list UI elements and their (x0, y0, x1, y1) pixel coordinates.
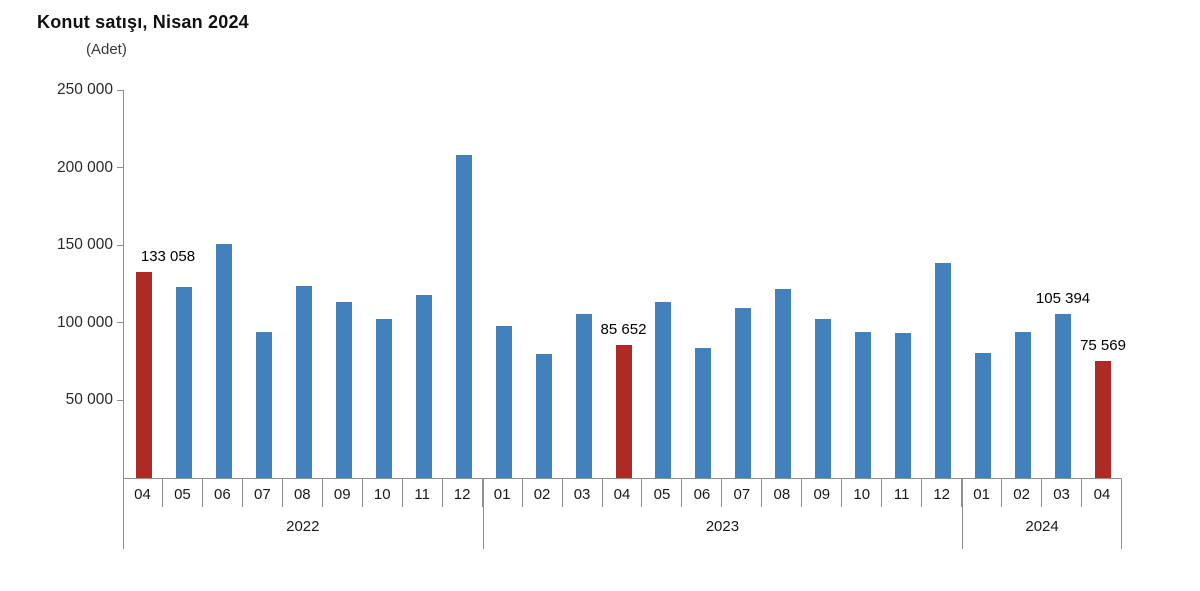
month-cell-2023-05: 05 (642, 479, 683, 507)
month-cell-2023-04: 04 (603, 479, 643, 507)
bar-2023-05 (655, 302, 672, 478)
month-cell-2022-11: 11 (403, 479, 443, 507)
y-axis-tick (117, 244, 124, 246)
month-cell-2023-08: 08 (762, 479, 803, 507)
bar-2022-11 (415, 295, 432, 478)
bar-2022-06 (215, 244, 232, 478)
month-cell-2024-01: 01 (962, 479, 1003, 507)
plot-area: 133 058 85 652 105 394 75 569 (117, 89, 1126, 478)
month-cell-2023-10: 10 (842, 479, 883, 507)
chart-title: Konut satışı, Nisan 2024 (37, 12, 249, 32)
bar-2023-09 (815, 318, 832, 478)
month-cell-2023-03: 03 (563, 479, 603, 507)
bar-2023-07 (735, 307, 752, 478)
month-cell-2023-11: 11 (882, 479, 923, 507)
month-cell-2023-09: 09 (802, 479, 843, 507)
bar-2022-07 (255, 332, 272, 478)
year-cell-2024: 2024 (1025, 517, 1059, 535)
y-axis-tick (117, 167, 124, 169)
year-cell-2022: 2022 (286, 517, 320, 535)
y-tick-label: 150 000 (56, 236, 113, 254)
month-cell-2022-12: 12 (443, 479, 483, 507)
y-tick-label: 200 000 (56, 158, 113, 176)
month-cell-2023-07: 07 (722, 479, 763, 507)
bar-value-label-2024-03: 105 394 (1035, 290, 1091, 308)
x-axis-years-row: 2022 2023 2024 (123, 507, 1122, 549)
month-cell-2022-07: 07 (243, 479, 283, 507)
bar-2022-05 (175, 287, 192, 478)
year-boundary-line (1121, 479, 1122, 549)
month-cell-2022-05: 05 (163, 479, 203, 507)
bar-2023-11 (895, 332, 912, 478)
bar-2023-08 (775, 288, 792, 478)
y-axis-tick (117, 89, 124, 91)
year-boundary-line (962, 479, 964, 549)
y-axis-tick (117, 399, 124, 401)
bar-2024-04 (1095, 360, 1112, 478)
year-cell-2023: 2023 (705, 517, 740, 535)
bar-value-label-2023-04: 85 652 (600, 321, 647, 339)
bar-value-label-2022-04: 133 058 (140, 247, 196, 265)
year-boundary-line (482, 479, 484, 549)
month-cell-2022-09: 09 (323, 479, 363, 507)
bar-2023-12 (935, 262, 952, 478)
month-cell-2023-06: 06 (682, 479, 723, 507)
month-cell-2023-02: 02 (523, 479, 563, 507)
bar-2023-01 (495, 326, 512, 478)
bar-2024-02 (1015, 332, 1032, 478)
unit-label: (Adet) (86, 41, 127, 58)
month-cell-2024-03: 03 (1042, 479, 1083, 507)
bar-2024-03 (1055, 314, 1072, 478)
year-boundary-line (123, 479, 124, 549)
month-cell-2023-01: 01 (483, 479, 523, 507)
month-cell-2022-06: 06 (203, 479, 243, 507)
y-tick-label: 100 000 (56, 313, 113, 331)
y-tick-label: 50 000 (65, 391, 113, 409)
bar-2022-12 (455, 155, 472, 478)
bar-2023-03 (575, 314, 592, 478)
month-cell-2022-10: 10 (363, 479, 403, 507)
x-axis-months-row: 04 05 06 07 08 09 10 11 12 01 02 03 04 05 06 07 08 09 10 11… (123, 479, 1122, 507)
month-cell-2023-12: 12 (922, 479, 963, 507)
month-cell-2024-02: 02 (1002, 479, 1043, 507)
bar-2022-10 (375, 318, 392, 478)
bar-2022-08 (295, 286, 312, 478)
y-axis-tick (117, 322, 124, 324)
month-cell-2022-08: 08 (283, 479, 323, 507)
bar-2022-09 (335, 302, 352, 478)
x-axis: 04 05 06 07 08 09 10 11 12 01 02 03 04 05 06 07 08 09 10 11… (123, 478, 1122, 549)
bar-2023-10 (855, 332, 872, 478)
bar-2024-01 (975, 353, 992, 478)
bar-2023-02 (535, 353, 552, 478)
bar-2023-06 (695, 348, 712, 478)
bar-2022-04 (135, 271, 152, 478)
month-cell-2022-04: 04 (123, 479, 163, 507)
month-cell-2024-04: 04 (1093, 485, 1111, 503)
bar-value-label-2024-04: 75 569 (1080, 336, 1126, 354)
bar-2023-04 (615, 345, 632, 478)
y-tick-label: 250 000 (56, 81, 113, 98)
